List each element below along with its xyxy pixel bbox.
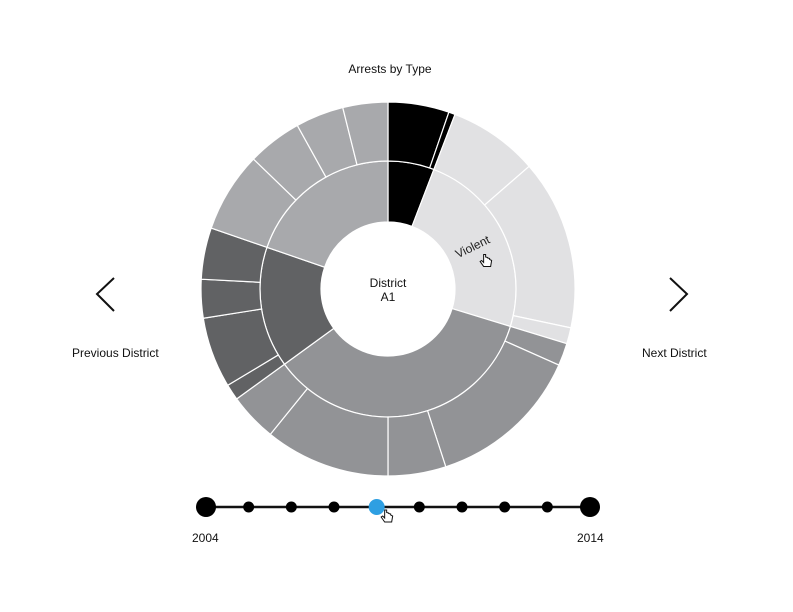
previous-district-link[interactable]: Previous District <box>72 346 159 360</box>
timeline-stop-7[interactable] <box>499 501 511 513</box>
outer-segment-17[interactable] <box>342 101 389 166</box>
hand-cursor-icon <box>380 509 394 523</box>
timeline-stop-8[interactable] <box>541 501 553 513</box>
center-label-line-1: District <box>369 276 407 290</box>
chart-title: Arrests by Type <box>348 62 432 76</box>
timeline-end-label: 2014 <box>577 531 604 545</box>
previous-district-chevron-icon[interactable] <box>86 272 126 318</box>
hand-cursor-icon <box>479 253 493 267</box>
timeline-stop-5[interactable] <box>413 501 425 513</box>
next-district-link[interactable]: Next District <box>642 346 707 360</box>
timeline-stop-1[interactable] <box>243 501 255 513</box>
timeline-start-label: 2004 <box>192 531 219 545</box>
timeline-stop-3[interactable] <box>328 501 340 513</box>
timeline-stop-9[interactable] <box>580 497 600 517</box>
timeline-stop-4[interactable] <box>368 499 385 515</box>
timeline-stop-2[interactable] <box>285 501 297 513</box>
next-district-chevron-icon[interactable] <box>658 272 698 318</box>
center-label-line-2: A1 <box>380 290 396 304</box>
timeline-stop-6[interactable] <box>456 501 468 513</box>
timeline-stop-0[interactable] <box>196 497 216 517</box>
